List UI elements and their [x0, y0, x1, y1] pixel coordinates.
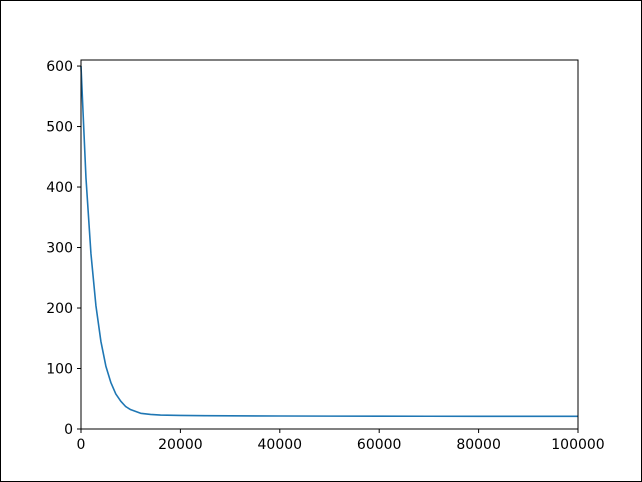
x-tick-label: 100000: [551, 437, 604, 453]
y-tick-label: 500: [46, 120, 73, 136]
series-layer: [80, 66, 578, 418]
y-tick-label: 200: [46, 301, 73, 317]
x-tick-label: 20000: [158, 437, 203, 453]
y-tick-label: 300: [46, 241, 73, 257]
y-tick-label: 600: [46, 59, 73, 75]
x-tick-label: 0: [77, 437, 86, 453]
x-tick-label: 80000: [456, 437, 501, 453]
x-axis-ticks: 0 20000 40000 60000 80000 100000: [77, 429, 605, 453]
x-tick-label: 40000: [258, 437, 303, 453]
axes-frame: [80, 59, 579, 430]
series-line-0: [80, 66, 578, 418]
y-axis-ticks: 0 100 200 300 400 500 600: [46, 59, 81, 438]
x-tick-label: 60000: [357, 437, 402, 453]
y-tick-label: 100: [46, 362, 73, 378]
y-tick-label: 400: [46, 180, 73, 196]
y-tick-label: 0: [64, 422, 73, 438]
